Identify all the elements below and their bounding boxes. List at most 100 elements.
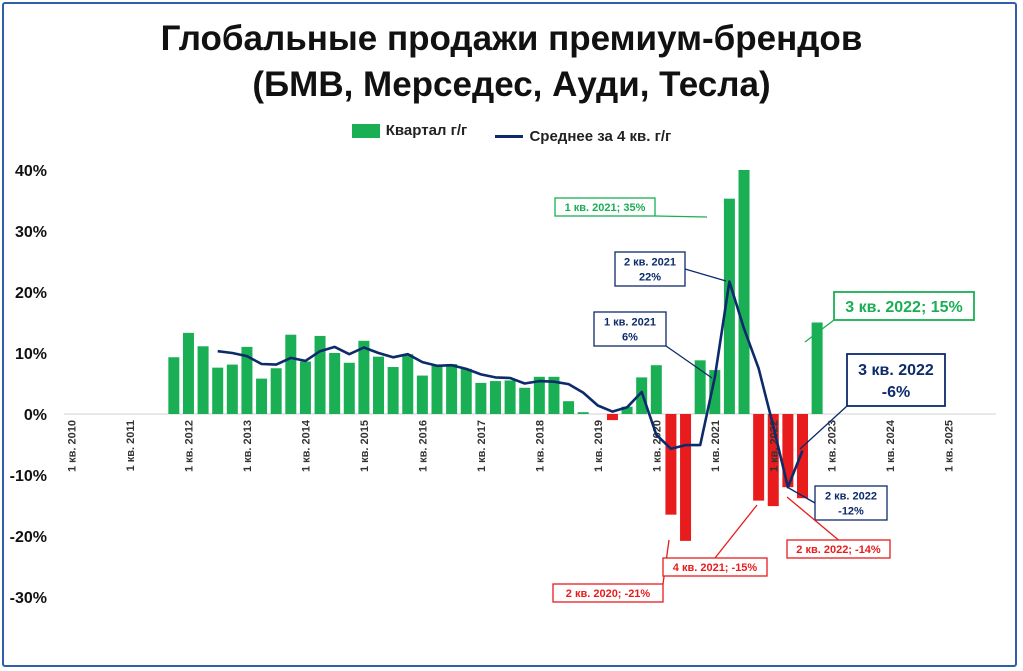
annotation-box	[552, 583, 664, 603]
annotation-box	[554, 197, 656, 217]
legend-item-line: Среднее за 4 кв. г/г	[495, 128, 671, 145]
legend-line-swatch	[495, 134, 524, 138]
bar	[723, 198, 735, 414]
bar	[256, 378, 268, 414]
annotation-leader	[684, 268, 727, 282]
x-tick-label: 1 кв. 2012	[183, 420, 195, 472]
x-tick-label: 1 кв. 2017	[476, 420, 488, 472]
annotation-leader	[804, 319, 835, 343]
bar	[416, 375, 428, 414]
legend-bar-label: Квартал г/г	[385, 122, 468, 139]
bar	[270, 368, 282, 414]
bar	[650, 365, 662, 414]
bar	[212, 367, 224, 414]
bar	[329, 353, 341, 414]
annotation-label: 3 кв. 2022	[858, 362, 934, 379]
y-tick-label: 20%	[15, 285, 47, 302]
annotation-label: 2 кв. 2021	[624, 257, 676, 269]
bar	[343, 362, 355, 414]
x-tick-label: 1 кв. 2021	[710, 420, 722, 472]
y-tick-label: -20%	[10, 529, 47, 546]
annotation-value: 6%	[622, 332, 638, 344]
x-tick-label: 1 кв. 2024	[885, 419, 897, 472]
y-tick-label: 0%	[24, 407, 47, 424]
bar	[285, 334, 297, 414]
bar	[533, 376, 545, 414]
bar	[446, 363, 458, 414]
x-tick-label: 1 кв. 2025	[944, 420, 956, 472]
annotation-callout: 2 кв. 2022; -14%	[786, 496, 891, 559]
annotation-box	[593, 311, 667, 347]
bar	[548, 376, 560, 414]
bar	[299, 361, 311, 414]
bar	[694, 360, 706, 414]
annotation-label: 2 кв. 2022	[825, 491, 877, 503]
bar	[606, 414, 618, 421]
bar	[709, 370, 721, 414]
bar	[811, 322, 823, 414]
x-tick-label: 1 кв. 2014	[300, 419, 312, 472]
y-tick-label: -30%	[10, 590, 47, 607]
annotation-callout: 3 кв. 2022; 15%	[804, 291, 975, 343]
annotation-callout: 3 кв. 2022 -6%	[799, 353, 946, 450]
x-tick-label: 1 кв. 2018	[534, 420, 546, 472]
bar	[197, 346, 209, 414]
annotation-box	[846, 353, 946, 407]
annotation-callout: 1 кв. 2021 6%	[593, 311, 713, 379]
bar	[402, 354, 414, 414]
annotation-box	[614, 251, 686, 287]
annotation-leader	[654, 215, 708, 218]
annotation-label: 4 кв. 2021; -15%	[673, 562, 758, 574]
bar	[226, 364, 238, 414]
bar	[182, 332, 194, 414]
bar	[475, 382, 487, 414]
annotation-label: 2 кв. 2020; -21%	[566, 588, 651, 600]
annotation-callout: 4 кв. 2021; -15%	[662, 504, 768, 577]
annotation-value: -12%	[838, 506, 864, 518]
annotation-leader	[786, 496, 839, 541]
bar	[665, 414, 677, 515]
bar	[797, 414, 808, 499]
annotation-leader	[786, 486, 816, 504]
bar	[460, 368, 472, 414]
annotation-box	[833, 291, 975, 321]
legend-item-bars: Квартал г/г	[351, 122, 468, 139]
annotation-leader	[665, 345, 713, 379]
annotation-callout: 1 кв. 2021; 35%	[554, 197, 708, 218]
series-line-avg4q	[217, 280, 804, 489]
x-tick-label: 1 кв. 2011	[125, 420, 137, 471]
bar	[168, 357, 180, 414]
bar	[782, 414, 794, 488]
annotation-value: -6%	[882, 384, 910, 401]
x-tick-label: 1 кв. 2019	[593, 420, 605, 472]
x-tick-label: 1 кв. 2016	[417, 420, 429, 472]
annotation-box	[814, 485, 888, 521]
annotation-leader	[714, 504, 758, 559]
title-line-2: (БМВ, Мерседес, Ауди, Тесла)	[252, 65, 771, 104]
annotation-box	[662, 557, 768, 577]
annotation-callout: 2 кв. 2021 22%	[614, 251, 727, 287]
chart-title: Глобальные продажи премиум-брендов (БМВ,…	[0, 16, 1023, 108]
annotation-label: 1 кв. 2021	[604, 317, 656, 329]
bar	[504, 380, 516, 414]
bar	[489, 381, 501, 414]
legend-line-label: Среднее за 4 кв. г/г	[529, 127, 672, 145]
annotation-label: 2 кв. 2022; -14%	[796, 544, 881, 556]
bar	[373, 356, 385, 414]
legend-bar-swatch	[351, 123, 380, 138]
annotation-label: 1 кв. 2021; 35%	[565, 202, 646, 214]
x-tick-label: 1 кв. 2010	[67, 420, 79, 472]
annotation-value: 22%	[639, 272, 661, 284]
chart-legend: Квартал г/г Среднее за 4 кв. г/г	[0, 122, 1023, 145]
y-tick-label: 10%	[15, 346, 47, 363]
y-tick-label: -10%	[10, 468, 47, 485]
bar	[241, 346, 253, 414]
title-line-1: Глобальные продажи премиум-брендов	[160, 19, 863, 58]
bar	[680, 414, 692, 541]
bar	[621, 406, 633, 414]
annotation-box	[786, 539, 891, 559]
x-tick-label: 1 кв. 2020	[651, 420, 663, 472]
x-tick-label: 1 кв. 2015	[359, 420, 371, 472]
bar	[577, 412, 589, 414]
bar	[563, 401, 575, 414]
